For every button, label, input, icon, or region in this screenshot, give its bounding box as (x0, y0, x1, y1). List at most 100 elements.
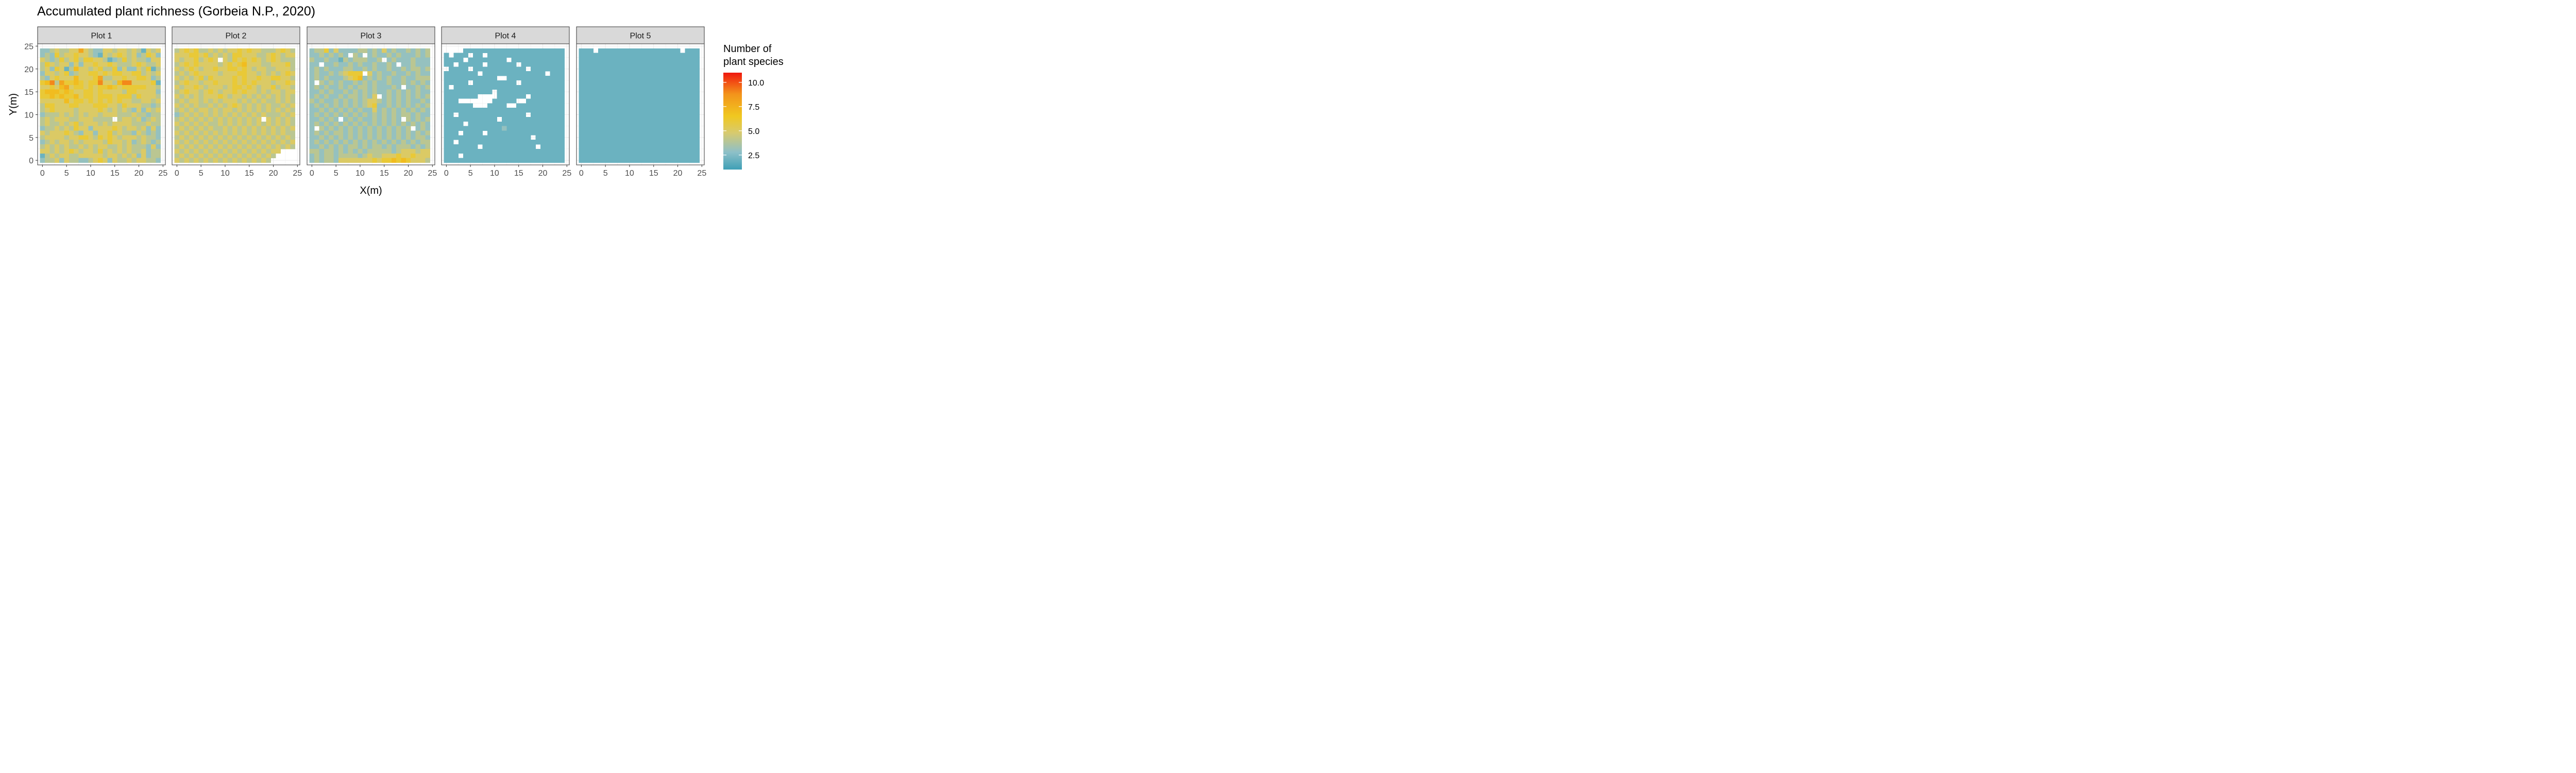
heatmap-cell (382, 62, 387, 67)
heatmap-cell (362, 140, 368, 145)
heatmap-cell (641, 48, 647, 54)
heatmap-cell (367, 108, 372, 113)
heatmap-cell (319, 94, 325, 99)
heatmap-cell (396, 80, 401, 86)
heatmap-cell (45, 121, 50, 126)
heatmap-cell (59, 158, 64, 163)
heatmap-cell (613, 57, 618, 62)
heatmap-cell (136, 80, 142, 86)
heatmap-cell (415, 57, 421, 62)
heatmap-cell (453, 53, 459, 58)
heatmap-cell (189, 121, 194, 126)
heatmap-cell (468, 153, 473, 158)
heatmap-cell (487, 153, 493, 158)
heatmap-cell (685, 121, 690, 126)
heatmap-cell (198, 62, 204, 67)
heatmap-cell (223, 62, 228, 67)
heatmap-cell (377, 57, 382, 62)
heatmap-cell (131, 94, 137, 99)
heatmap-cell (617, 66, 623, 72)
heatmap-cell (641, 116, 647, 122)
heatmap-cell (666, 116, 671, 122)
heatmap-cell (478, 80, 483, 86)
heatmap-cell (324, 140, 329, 145)
heatmap-cell (88, 148, 93, 154)
heatmap-cell (208, 158, 213, 163)
heatmap-cell (343, 80, 348, 86)
heatmap-cell (285, 80, 291, 86)
heatmap-cell (127, 103, 132, 108)
heatmap-cell (251, 89, 257, 94)
heatmap-cell (646, 80, 652, 86)
heatmap-cell (261, 57, 266, 62)
heatmap-cell (309, 85, 315, 90)
heatmap-cell (367, 103, 372, 108)
heatmap-cell (127, 62, 132, 67)
heatmap-cell (472, 57, 478, 62)
heatmap-cell (103, 53, 108, 58)
heatmap-cell (497, 158, 502, 163)
heatmap-cell (670, 89, 676, 94)
heatmap-cell (358, 62, 363, 67)
heatmap-cell (646, 121, 652, 126)
heatmap-cell (131, 108, 137, 113)
heatmap-cell (227, 66, 233, 72)
heatmap-cell (251, 144, 257, 149)
heatmap-cell (501, 48, 507, 54)
heatmap-cell (680, 76, 685, 81)
heatmap-cell (280, 89, 286, 94)
heatmap-cell (535, 153, 541, 158)
heatmap-cell (554, 130, 560, 136)
heatmap-cell (54, 62, 60, 67)
heatmap-cell (189, 66, 194, 72)
heatmap-cell (540, 80, 546, 86)
heatmap-cell (54, 108, 60, 113)
y-axis-title: Y(m) (8, 93, 19, 115)
heatmap-cell (680, 89, 685, 94)
heatmap-cell (420, 130, 426, 136)
heatmap-cell (179, 144, 184, 149)
heatmap-cell (237, 89, 242, 94)
heatmap-cell (122, 66, 127, 72)
heatmap-cell (472, 108, 478, 113)
heatmap-cell (521, 112, 527, 117)
heatmap-cell (227, 80, 233, 86)
x-tick-label: 15 (245, 169, 254, 178)
heatmap-cell (411, 85, 416, 90)
heatmap-cell (531, 121, 536, 126)
heatmap-cell (420, 85, 426, 90)
heatmap-cell (97, 135, 103, 140)
heatmap-cell (444, 80, 449, 86)
heatmap-cell (603, 116, 608, 122)
heatmap-cell (112, 112, 117, 117)
heatmap-cell (511, 94, 517, 99)
heatmap-cell (584, 130, 589, 136)
heatmap-cell (174, 80, 180, 86)
heatmap-cell (280, 112, 286, 117)
heatmap-cell (636, 48, 642, 54)
heatmap-cell (227, 158, 233, 163)
heatmap-cell (636, 53, 642, 58)
heatmap-cell (540, 158, 546, 163)
heatmap-cell (386, 53, 392, 58)
heatmap-cell (49, 108, 55, 113)
heatmap-cell (675, 53, 681, 58)
heatmap-cell (237, 85, 242, 90)
heatmap-cell (208, 108, 213, 113)
heatmap-cell (208, 98, 213, 104)
heatmap-cell (40, 144, 45, 149)
heatmap-cell (112, 94, 117, 99)
heatmap-cell (492, 66, 497, 72)
heatmap-cell (270, 130, 276, 136)
heatmap-cell (689, 148, 695, 154)
heatmap-cell (285, 98, 291, 104)
heatmap-cell (117, 94, 123, 99)
heatmap-cell (689, 57, 695, 62)
heatmap-cell (391, 148, 397, 154)
heatmap-cell (213, 85, 218, 90)
heatmap-cell (112, 126, 117, 131)
heatmap-cell (382, 85, 387, 90)
heatmap-cell (420, 116, 426, 122)
heatmap-cell (689, 98, 695, 104)
heatmap-cell (49, 62, 55, 67)
